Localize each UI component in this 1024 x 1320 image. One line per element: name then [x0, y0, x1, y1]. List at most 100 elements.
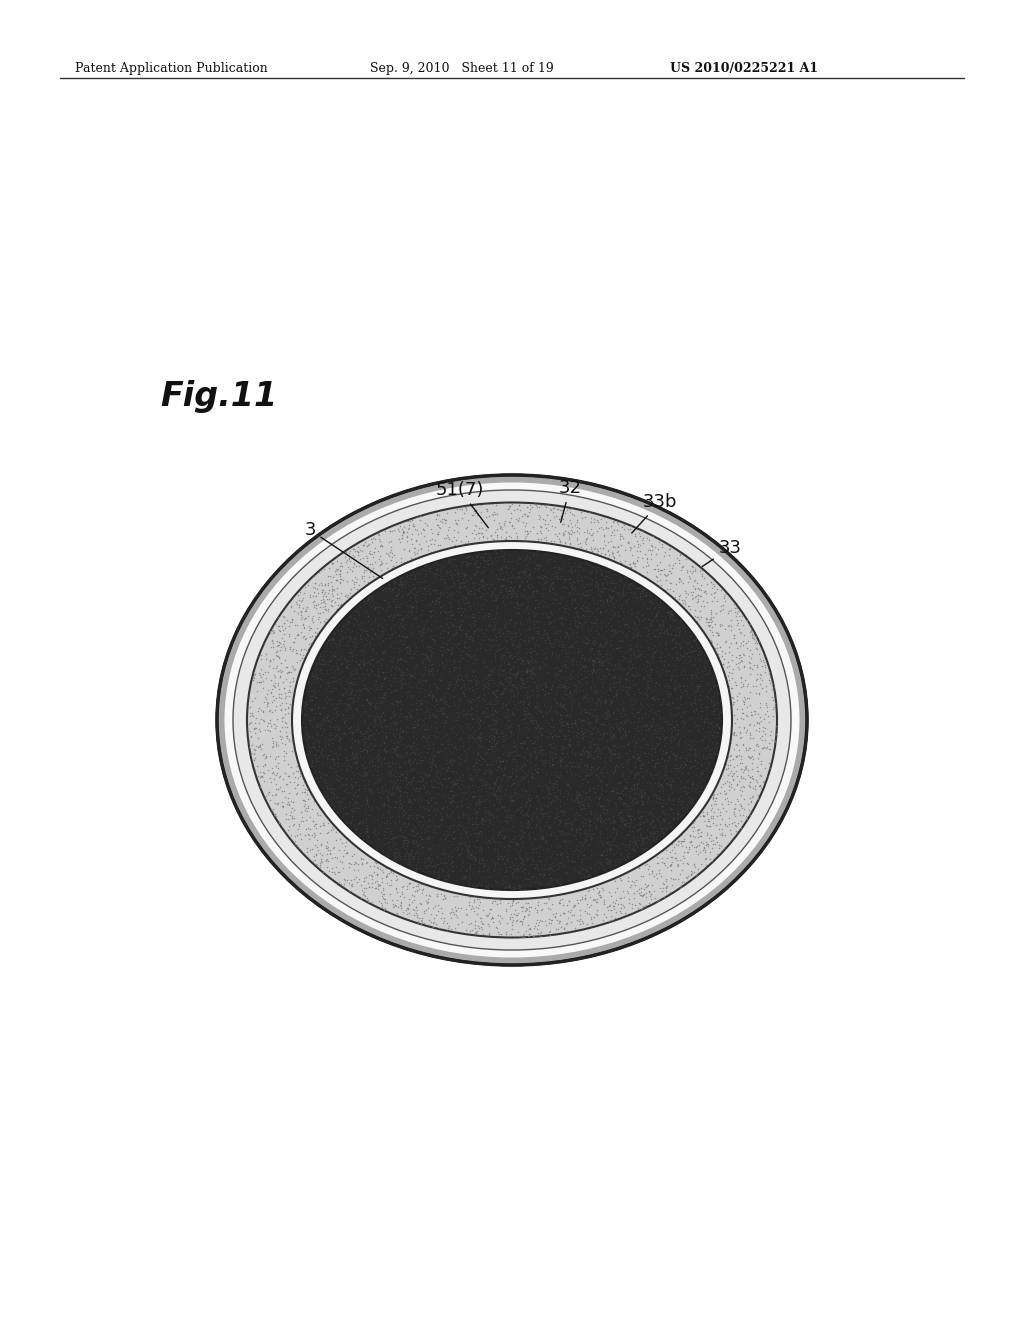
Point	[672, 634, 688, 655]
Point	[348, 820, 365, 841]
Point	[498, 556, 514, 577]
Point	[423, 715, 439, 737]
Point	[693, 706, 710, 727]
Point	[391, 698, 408, 719]
Point	[360, 585, 377, 606]
Point	[603, 741, 620, 762]
Point	[516, 631, 532, 652]
Point	[639, 548, 655, 569]
Point	[293, 810, 309, 832]
Point	[353, 879, 370, 900]
Point	[652, 569, 669, 590]
Point	[622, 804, 638, 825]
Point	[530, 874, 547, 895]
Point	[627, 583, 643, 605]
Point	[461, 841, 477, 862]
Point	[480, 494, 497, 515]
Point	[443, 531, 460, 552]
Point	[665, 833, 681, 854]
Point	[382, 869, 398, 890]
Point	[356, 578, 373, 599]
Point	[478, 619, 495, 640]
Point	[358, 601, 375, 622]
Point	[729, 698, 745, 719]
Point	[527, 590, 544, 611]
Point	[446, 737, 463, 758]
Point	[447, 783, 464, 804]
Point	[766, 697, 782, 718]
Point	[605, 585, 622, 606]
Point	[408, 789, 424, 810]
Point	[360, 865, 377, 886]
Point	[328, 764, 344, 785]
Point	[675, 593, 691, 614]
Point	[617, 723, 634, 744]
Point	[613, 845, 630, 866]
Point	[493, 576, 509, 597]
Point	[660, 784, 677, 805]
Point	[520, 702, 537, 723]
Point	[241, 737, 257, 758]
Point	[385, 672, 401, 693]
Point	[702, 609, 719, 630]
Point	[389, 561, 406, 582]
Point	[418, 671, 434, 692]
Point	[394, 764, 411, 785]
Point	[642, 615, 658, 636]
Point	[395, 833, 412, 854]
Point	[697, 832, 714, 853]
Point	[561, 532, 578, 553]
Point	[262, 772, 279, 793]
Point	[458, 866, 474, 887]
Point	[680, 781, 696, 803]
Point	[439, 912, 456, 933]
Point	[691, 557, 708, 578]
Point	[317, 764, 334, 785]
Point	[480, 904, 497, 925]
Point	[479, 656, 496, 677]
Point	[707, 675, 723, 696]
Point	[525, 917, 542, 939]
Point	[608, 520, 625, 541]
Point	[396, 820, 413, 841]
Point	[666, 628, 682, 649]
Point	[374, 768, 390, 789]
Point	[703, 795, 720, 816]
Point	[444, 771, 461, 792]
Point	[563, 593, 580, 614]
Point	[662, 816, 678, 837]
Point	[600, 594, 616, 615]
Point	[463, 705, 479, 726]
Point	[589, 722, 605, 743]
Point	[647, 752, 664, 774]
Point	[608, 713, 625, 734]
Point	[601, 664, 617, 685]
Point	[710, 652, 726, 673]
Point	[461, 891, 477, 912]
Point	[644, 863, 660, 884]
Point	[329, 847, 345, 869]
Point	[333, 653, 349, 675]
Point	[595, 628, 611, 649]
Point	[604, 668, 621, 689]
Point	[641, 696, 657, 717]
Point	[335, 723, 351, 744]
Point	[559, 521, 575, 543]
Point	[684, 589, 700, 610]
Point	[430, 587, 446, 609]
Point	[375, 661, 391, 682]
Point	[623, 659, 639, 680]
Point	[488, 738, 505, 759]
Point	[370, 602, 386, 623]
Point	[685, 581, 701, 602]
Point	[348, 796, 365, 817]
Point	[289, 681, 305, 702]
Point	[565, 851, 582, 873]
Point	[510, 891, 526, 912]
Point	[534, 656, 550, 677]
Point	[506, 684, 522, 705]
Point	[408, 727, 424, 748]
Point	[496, 866, 512, 887]
Point	[395, 746, 412, 767]
Point	[311, 561, 328, 582]
